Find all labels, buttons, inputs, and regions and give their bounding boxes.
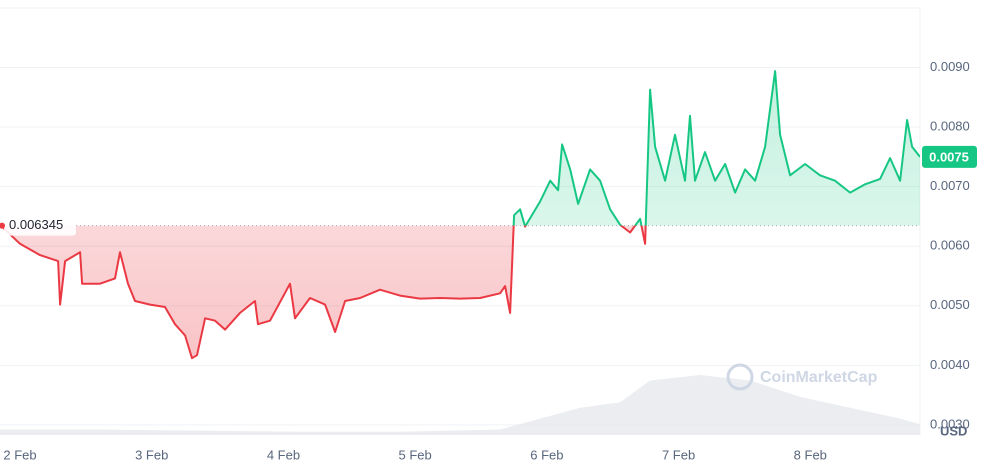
x-tick-label: 6 Feb [530, 447, 563, 462]
price-badge [922, 145, 977, 168]
baseline-dot [0, 222, 5, 229]
y-tick-label: 0.0040 [930, 357, 970, 372]
x-tick-label: 7 Feb [662, 447, 695, 462]
price-badge-label: 0.0075 [929, 149, 969, 164]
area-up [0, 71, 920, 226]
x-tick-label: 4 Feb [267, 447, 300, 462]
y-tick-label: 0.0030 [930, 416, 970, 431]
price-line-up [0, 70, 920, 226]
watermark: CoinMarketCap [760, 369, 878, 386]
unit-label: USD [940, 423, 967, 438]
baseline-label-bg [4, 215, 76, 236]
y-tick-label: 0.0090 [930, 59, 970, 74]
y-tick-label: 0.0060 [930, 238, 970, 253]
x-tick-label: 3 Feb [135, 447, 168, 462]
y-tick-label: 0.0070 [930, 178, 970, 193]
x-tick-label: 2 Feb [3, 447, 36, 462]
area-down [0, 225, 920, 359]
y-tick-label: 0.0050 [930, 297, 970, 312]
x-tick-label: 5 Feb [399, 447, 432, 462]
baseline-label: 0.006345 [9, 217, 63, 232]
volume-area [0, 375, 920, 435]
watermark-logo [726, 363, 754, 391]
x-tick-label: 8 Feb [794, 447, 827, 462]
y-tick-label: 0.0080 [930, 119, 970, 134]
price-line-down [0, 225, 647, 360]
